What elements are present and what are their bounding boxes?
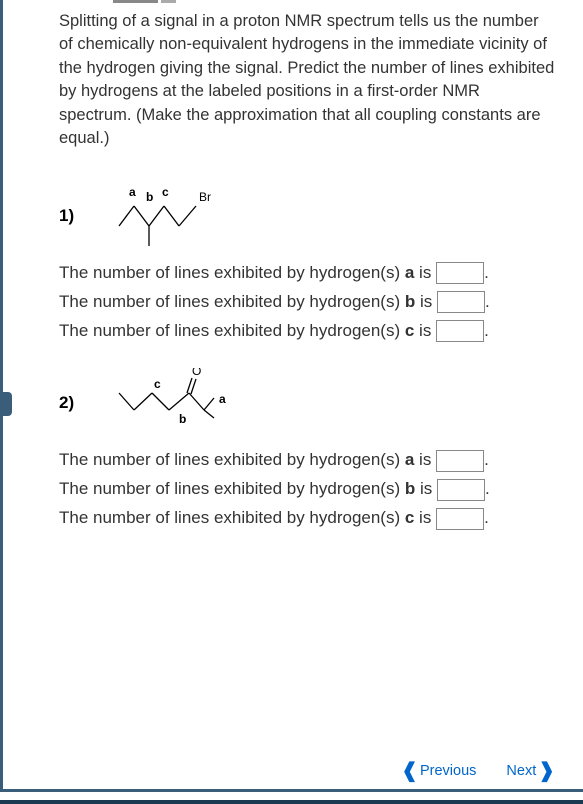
question-number-2: 2) bbox=[59, 393, 94, 413]
svg-text:c: c bbox=[162, 185, 169, 199]
answer-line: The number of lines exhibited by hydroge… bbox=[59, 504, 555, 531]
answer-prefix: The number of lines exhibited by hydroge… bbox=[59, 263, 405, 282]
answer-input[interactable] bbox=[436, 262, 484, 284]
answer-mid: is bbox=[415, 292, 437, 311]
answer-position-label: a bbox=[405, 450, 414, 469]
answer-suffix: . bbox=[484, 263, 489, 282]
answer-line: The number of lines exhibited by hydroge… bbox=[59, 288, 555, 315]
answer-mid: is bbox=[414, 508, 436, 527]
previous-label: Previous bbox=[420, 763, 476, 779]
answer-suffix: . bbox=[484, 321, 489, 340]
answer-prefix: The number of lines exhibited by hydroge… bbox=[59, 321, 405, 340]
answer-line: The number of lines exhibited by hydroge… bbox=[59, 317, 555, 344]
answer-mid: is bbox=[414, 263, 436, 282]
svg-text:Br: Br bbox=[199, 190, 211, 204]
top-decoration2 bbox=[161, 0, 176, 3]
answer-mid: is bbox=[414, 450, 436, 469]
answer-prefix: The number of lines exhibited by hydroge… bbox=[59, 479, 405, 498]
question-content: Splitting of a signal in a proton NMR sp… bbox=[0, 0, 583, 792]
question-2: 2) cbaO The number of lines exhibited by… bbox=[59, 368, 555, 532]
molecule-structure-1: abc Br bbox=[114, 181, 244, 251]
molecule-structure-2: c b a O bbox=[114, 368, 244, 438]
svg-text:b: b bbox=[146, 190, 153, 204]
answer-input[interactable] bbox=[437, 291, 485, 313]
answer-position-label: b bbox=[405, 292, 415, 311]
answer-mid: is bbox=[415, 479, 437, 498]
side-tab[interactable] bbox=[2, 392, 12, 416]
answer-position-label: c bbox=[405, 508, 414, 527]
answer-line: The number of lines exhibited by hydroge… bbox=[59, 259, 555, 286]
svg-text:O: O bbox=[192, 368, 201, 378]
answer-suffix: . bbox=[485, 292, 490, 311]
chevron-right-icon: ❱ bbox=[538, 758, 555, 783]
answer-line: The number of lines exhibited by hydroge… bbox=[59, 446, 555, 473]
answer-input[interactable] bbox=[436, 450, 484, 472]
chevron-left-icon: ❰ bbox=[401, 758, 418, 783]
intro-text: Splitting of a signal in a proton NMR sp… bbox=[59, 10, 555, 151]
answer-prefix: The number of lines exhibited by hydroge… bbox=[59, 292, 405, 311]
answer-prefix: The number of lines exhibited by hydroge… bbox=[59, 450, 405, 469]
svg-text:b: b bbox=[179, 412, 186, 426]
svg-text:a: a bbox=[219, 392, 226, 406]
next-label: Next bbox=[506, 763, 536, 779]
answer-line: The number of lines exhibited by hydroge… bbox=[59, 475, 555, 502]
svg-text:a: a bbox=[129, 185, 136, 199]
top-decoration bbox=[113, 0, 158, 3]
answer-suffix: . bbox=[485, 479, 490, 498]
answer-input[interactable] bbox=[436, 508, 484, 530]
question-1: 1) abcBr The number of lines exhibited b… bbox=[59, 181, 555, 345]
answer-mid: is bbox=[414, 321, 436, 340]
svg-text:c: c bbox=[154, 377, 161, 391]
answer-position-label: c bbox=[405, 321, 414, 340]
answer-suffix: . bbox=[484, 508, 489, 527]
answer-position-label: a bbox=[405, 263, 414, 282]
answer-suffix: . bbox=[484, 450, 489, 469]
answer-prefix: The number of lines exhibited by hydroge… bbox=[59, 508, 405, 527]
answer-input[interactable] bbox=[437, 479, 485, 501]
answer-input[interactable] bbox=[436, 320, 484, 342]
bottom-bar bbox=[0, 800, 583, 804]
navigation-footer: ❰ Previous Next ❱ bbox=[401, 758, 555, 783]
previous-button[interactable]: ❰ Previous bbox=[401, 758, 476, 783]
next-button[interactable]: Next ❱ bbox=[506, 758, 555, 783]
answer-position-label: b bbox=[405, 479, 415, 498]
question-number-1: 1) bbox=[59, 206, 94, 226]
